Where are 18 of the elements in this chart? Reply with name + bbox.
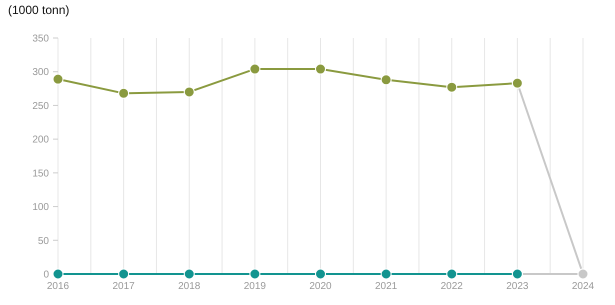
x-tick-label: 2021 [375, 281, 398, 292]
x-tick-label: 2019 [244, 281, 266, 292]
x-tick-label: 2020 [309, 281, 332, 292]
y-axis-title: (1000 tonn) [8, 3, 70, 17]
x-tick-label: 2022 [440, 281, 464, 292]
y-tick-label: 50 [38, 236, 50, 247]
x-tick-label: 2024 [572, 281, 595, 292]
y-tick-label: 300 [32, 67, 50, 78]
y-tick-label: 200 [32, 134, 50, 146]
x-tick-label: 2018 [178, 281, 201, 292]
y-tick-label: 150 [32, 168, 50, 180]
x-tick-label: 2016 [46, 281, 70, 292]
y-tick-label: 100 [32, 202, 50, 214]
x-tick-label: 2017 [112, 281, 136, 292]
x-tick-label: 2023 [506, 281, 529, 292]
y-tick-label: 0 [43, 270, 50, 280]
y-tick-label: 250 [32, 100, 50, 112]
y-tick-label: 350 [32, 34, 50, 44]
